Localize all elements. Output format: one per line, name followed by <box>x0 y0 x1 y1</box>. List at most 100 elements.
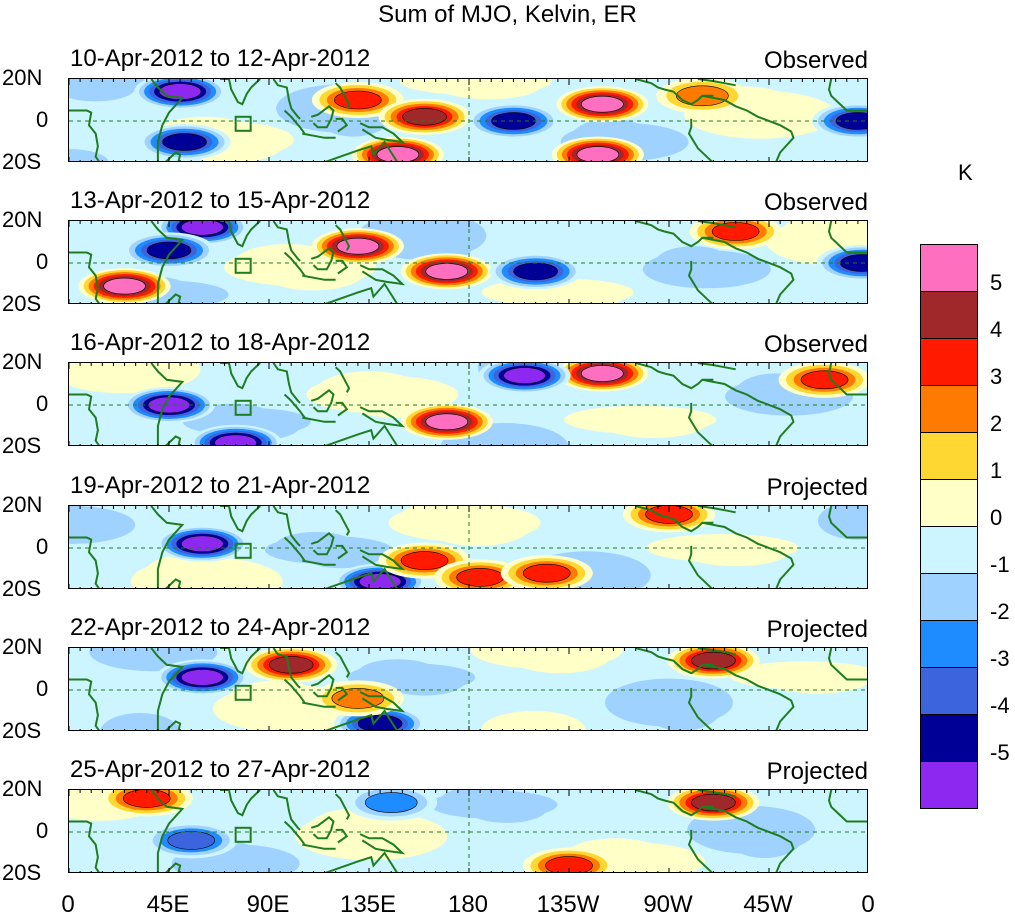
background-anomaly <box>590 846 695 872</box>
longitude-label: 180 <box>447 891 489 918</box>
coastline <box>827 363 867 396</box>
region-box <box>234 542 252 559</box>
background-anomaly <box>481 710 586 730</box>
coastline <box>220 363 261 390</box>
coastline <box>635 790 714 817</box>
region-box <box>234 826 252 843</box>
coastline <box>272 79 301 120</box>
coastline <box>697 790 736 798</box>
coastline <box>334 651 351 678</box>
anomaly-contour <box>214 434 257 445</box>
region-box <box>234 684 252 701</box>
colorbar-swatch <box>920 339 978 386</box>
latitude-label: 0 <box>36 249 49 274</box>
latitude-label: 20N <box>2 634 43 659</box>
anomaly-contour <box>522 563 571 583</box>
anomaly-contour <box>334 90 382 110</box>
anomaly-contour <box>181 669 224 686</box>
colorbar-label: -3 <box>990 646 1010 671</box>
coastline <box>69 109 100 161</box>
background-anomaly <box>683 538 788 567</box>
coastline <box>150 790 185 872</box>
anomaly-contour <box>503 367 546 384</box>
coastline <box>687 402 713 445</box>
coastline <box>335 401 349 417</box>
map-panel <box>68 789 868 873</box>
colorbar-label: 2 <box>990 411 1003 436</box>
region-box <box>234 115 252 132</box>
coastline <box>302 843 336 850</box>
coastline <box>272 506 301 547</box>
colorbar-swatch <box>920 621 978 668</box>
map-panel <box>68 647 868 731</box>
panel-status: Observed <box>763 189 868 216</box>
coastline <box>165 578 182 588</box>
latitude-label: 20N <box>2 207 43 232</box>
coastline <box>335 544 349 560</box>
coastline <box>335 828 349 844</box>
coastline <box>334 224 351 251</box>
anomaly-contour <box>545 856 593 872</box>
coastline <box>220 221 261 248</box>
longitude-label: 45E <box>146 891 190 918</box>
coastline <box>697 221 736 229</box>
anomaly-contour <box>181 535 224 553</box>
coastline <box>220 506 261 533</box>
coastline <box>359 833 406 855</box>
coastline <box>697 363 736 371</box>
colorbar-label: 5 <box>990 270 1003 295</box>
anomaly-contour <box>645 506 693 524</box>
anomaly-contour <box>400 551 449 570</box>
latitude-label: 20N <box>2 492 43 517</box>
coastline <box>283 251 306 277</box>
anomaly-field <box>69 790 867 872</box>
anomaly-contour <box>513 262 558 281</box>
coastline <box>324 709 398 730</box>
background-anomaly <box>100 713 180 730</box>
colorbar-swatch <box>920 715 978 762</box>
background-anomaly <box>295 812 448 861</box>
panel-date-range: 16-Apr-2012 to 18-Apr-2012 <box>70 329 371 356</box>
coastline <box>283 820 306 846</box>
coastline <box>272 363 301 404</box>
coastline <box>334 366 351 393</box>
background-anomaly <box>508 648 613 674</box>
colorbar-label: 0 <box>990 505 1003 530</box>
anomaly-contour <box>336 237 380 255</box>
map-panel <box>68 505 868 589</box>
coastline <box>827 221 867 254</box>
background-anomaly <box>425 508 530 546</box>
background-anomaly <box>69 506 136 544</box>
coastline <box>310 531 335 556</box>
latitude-label: 20S <box>2 860 42 885</box>
colorbar-label: -5 <box>990 740 1010 765</box>
coastline <box>150 79 185 161</box>
background-anomaly <box>466 794 547 823</box>
coastline <box>687 118 713 161</box>
colorbar-label: -1 <box>990 552 1010 577</box>
coastline <box>697 648 736 656</box>
anomaly-contour <box>425 413 469 431</box>
background-anomaly <box>395 221 476 264</box>
coastline <box>635 506 714 533</box>
coastline <box>310 246 335 271</box>
anomaly-contour <box>376 146 420 161</box>
coastline <box>272 221 301 262</box>
coastline <box>310 673 335 698</box>
coastline <box>324 851 398 872</box>
coastline <box>220 790 261 817</box>
panel-status: Projected <box>766 616 868 643</box>
latitude-label: 0 <box>36 534 49 559</box>
anomaly-field <box>69 506 867 588</box>
coastline <box>283 536 306 562</box>
map-panel <box>68 78 868 162</box>
colorbar-label: -2 <box>990 599 1010 624</box>
coastline <box>334 793 351 820</box>
coastline <box>827 506 867 539</box>
anomaly-contour <box>800 370 849 390</box>
background-anomaly <box>601 409 706 438</box>
coastline <box>324 567 398 588</box>
coastline <box>302 416 336 423</box>
coastline <box>310 388 335 413</box>
colorbar-swatch <box>920 527 978 574</box>
